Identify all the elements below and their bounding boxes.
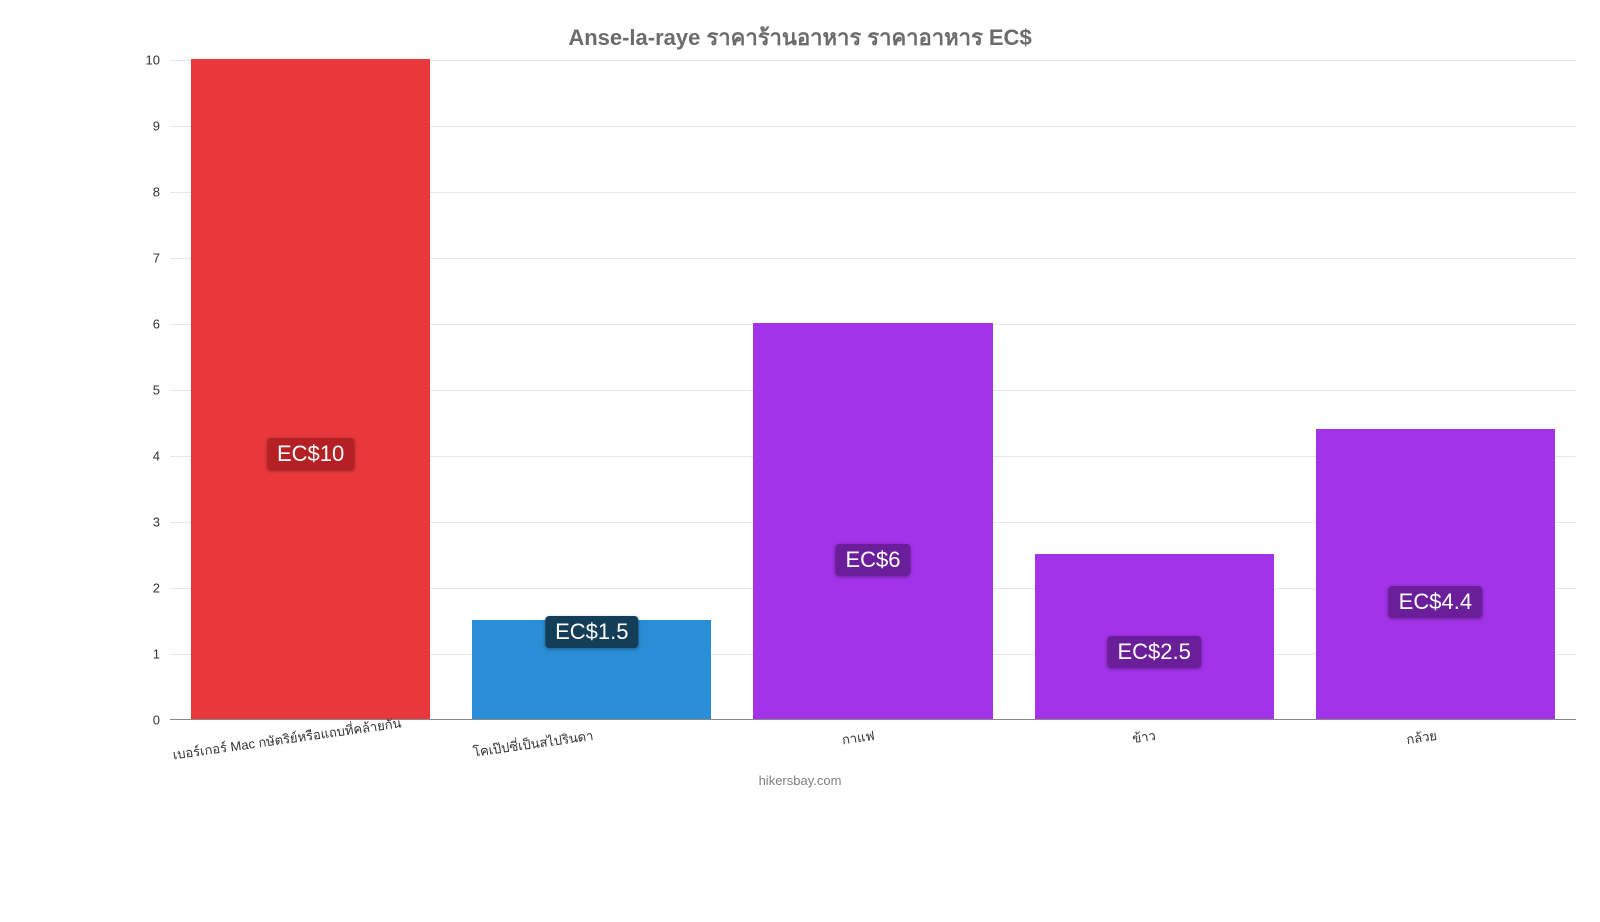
watermark: hikersbay.com	[759, 773, 842, 788]
bar-value-label: EC$4.4	[1389, 586, 1482, 618]
y-tick-label: 5	[153, 383, 170, 398]
bar: EC$1.5	[472, 620, 711, 719]
bar-value-label: EC$6	[835, 544, 910, 576]
y-tick-label: 8	[153, 185, 170, 200]
y-tick-label: 0	[153, 713, 170, 728]
bar: EC$4.4	[1316, 429, 1555, 719]
bar-value-label: EC$1.5	[545, 616, 638, 648]
y-tick-label: 3	[153, 515, 170, 530]
bar: EC$10	[191, 59, 430, 719]
y-tick-label: 9	[153, 119, 170, 134]
bar-value-label: EC$2.5	[1107, 636, 1200, 668]
y-tick-label: 4	[153, 449, 170, 464]
y-tick-label: 10	[146, 53, 170, 68]
bar-value-label: EC$10	[267, 438, 354, 470]
chart-title: Anse-la-raye ราคาร้านอาหาร ราคาอาหาร EC$	[0, 20, 1600, 55]
y-tick-label: 6	[153, 317, 170, 332]
y-tick-label: 1	[153, 647, 170, 662]
bar: EC$6	[753, 323, 992, 719]
price-bar-chart: Anse-la-raye ราคาร้านอาหาร ราคาอาหาร EC$…	[0, 0, 1600, 800]
bar: EC$2.5	[1035, 554, 1274, 719]
plot-area: 012345678910EC$10เบอร์เกอร์ Mac กษัตริย์…	[170, 60, 1576, 720]
y-tick-label: 2	[153, 581, 170, 596]
y-tick-label: 7	[153, 251, 170, 266]
x-tick-label: เบอร์เกอร์ Mac กษัตริย์หรือแถบที่คล้ายกั…	[171, 725, 313, 765]
